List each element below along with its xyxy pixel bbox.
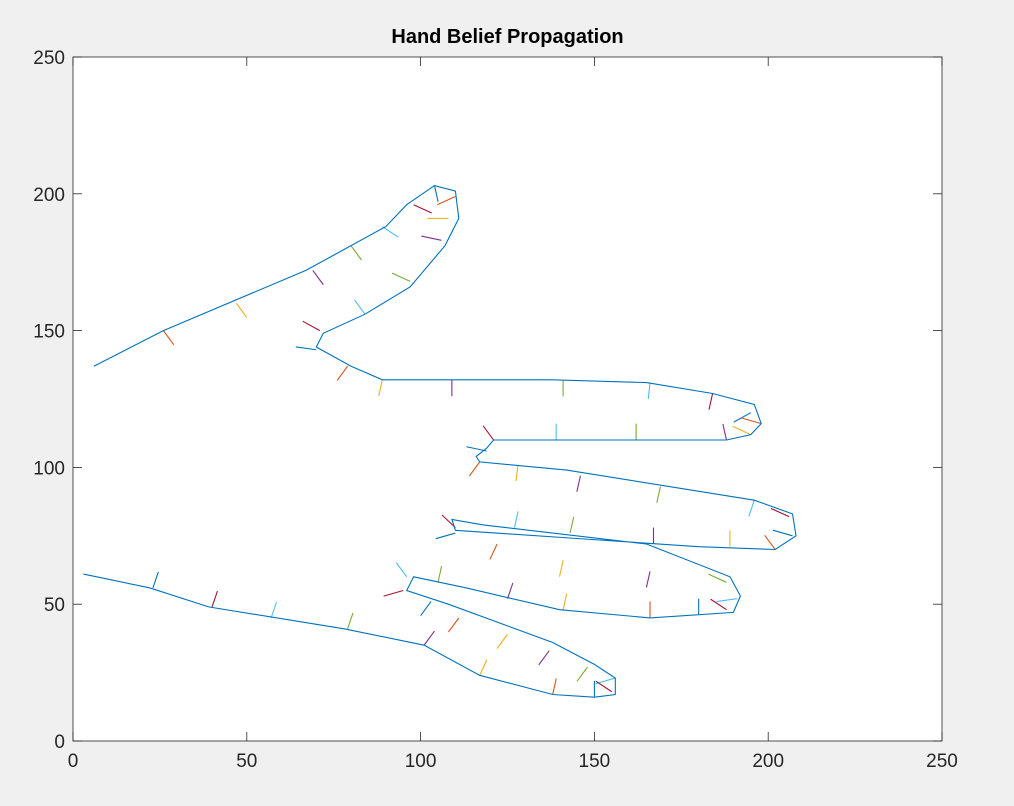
normal-marker [558,560,564,577]
x-tick-label: 100 [405,751,437,772]
normal-marker [708,573,727,583]
normal-marker [538,650,550,666]
normal-marker [656,486,661,503]
normal-marker [576,666,588,682]
y-tick-label: 250 [33,48,65,69]
normal-marker [645,571,651,588]
y-tick-label: 150 [33,322,65,343]
normal-marker [513,511,519,528]
normal-markers [152,185,793,698]
normal-marker [423,630,435,646]
normal-marker [479,659,488,676]
normal-marker [748,500,755,517]
normal-marker [468,461,481,477]
normal-marker [506,582,514,599]
y-tick-label: 200 [33,185,65,206]
normal-marker [354,299,366,315]
normal-marker [295,346,317,351]
normal-marker [395,562,408,578]
normal-marker [347,612,354,630]
axes-box [72,56,943,742]
normal-marker [716,598,737,603]
normal-marker [741,417,762,425]
normal-marker [413,204,432,214]
y-tick-label: 50 [44,595,65,616]
normal-marker [382,226,399,238]
normal-marker [722,423,728,441]
normal-marker [569,516,575,534]
x-tick-label: 250 [926,751,958,772]
normal-marker [421,235,442,241]
normal-marker [770,507,790,518]
y-tick-label: 100 [33,458,65,479]
normal-marker [562,593,568,610]
normal-marker [441,514,456,528]
normal-marker [383,589,404,597]
normal-marker [302,320,321,332]
normal-marker [732,425,752,436]
normal-marker [710,598,727,611]
normal-marker [211,590,218,608]
normal-marker [312,270,324,285]
normal-marker [764,534,776,550]
normal-marker [435,532,456,540]
normal-marker [576,475,582,492]
normal-marker [708,393,714,410]
normal-marker [772,529,793,537]
y-tick-label: 0 [54,732,65,753]
normal-marker [515,464,519,482]
normal-marker [270,601,278,619]
normal-marker [420,601,432,617]
axes-background [73,57,942,741]
chart-title: Hand Belief Propagation [391,26,624,48]
normal-marker [489,543,498,560]
hand-outline-line [83,185,797,698]
normal-marker [552,678,557,695]
normal-marker [496,633,508,649]
axis-ticks: 0 50 100 150 200 250 0 50 100 150 200 250 [33,48,958,772]
normal-marker [437,196,456,206]
x-tick-label: 0 [68,751,79,772]
x-tick-label: 150 [579,751,611,772]
x-tick-label: 50 [236,751,257,772]
normal-marker [350,245,362,261]
normal-marker [433,185,439,202]
normal-marker [336,365,349,381]
normal-marker [595,680,613,693]
normal-marker [647,382,651,399]
normal-marker [447,617,460,633]
normal-marker [152,571,159,588]
normal-marker [437,566,443,583]
normal-marker [162,330,175,346]
normal-marker [733,412,752,423]
normal-marker [378,379,383,397]
x-tick-label: 200 [752,751,784,772]
normal-marker [391,272,411,282]
normal-marker [482,425,495,441]
normal-marker [235,302,248,318]
